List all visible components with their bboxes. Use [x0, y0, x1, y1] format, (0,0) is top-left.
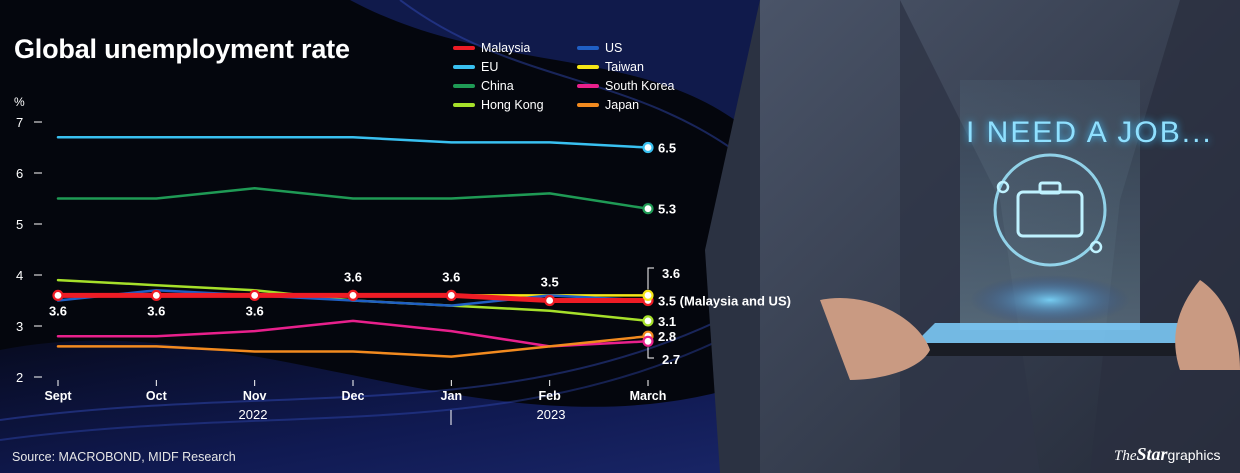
series-line-japan [56, 334, 650, 358]
series-line-china [56, 187, 650, 210]
series-line-eu [56, 136, 650, 149]
end-label-japan: 2.8 [658, 329, 676, 344]
end-label-south-korea: 2.7 [662, 352, 680, 367]
source-note: Source: MACROBOND, MIDF Research [12, 450, 236, 464]
x-tick-label: Sept [44, 389, 72, 403]
x-tick-label: Nov [243, 389, 267, 403]
year-label: 2023 [537, 407, 566, 422]
y-tick-label: 5 [16, 217, 23, 232]
x-tick-label: Jan [441, 389, 463, 403]
brand-star: Star [1136, 444, 1168, 464]
end-label-malaysia-us: 3.5 (Malaysia and US) [658, 294, 791, 309]
legend-item-malaysia: Malaysia [453, 39, 577, 57]
brand-logo: TheStargraphics [1114, 444, 1220, 465]
malaysia-point-label: 3.5 [541, 275, 559, 290]
series-line-south-korea [56, 319, 650, 348]
legend-label: South Korea [605, 79, 675, 93]
end-marker-south-korea [642, 335, 654, 347]
legend: Malaysia US EU Taiwan China South Korea … [453, 39, 707, 114]
x-axis: Sept Oct Nov Dec Jan Feb March 2022 2023 [44, 380, 666, 425]
end-label-hong-kong: 3.1 [658, 314, 676, 329]
sign-text: I NEED A JOB... [966, 116, 1213, 149]
legend-item-hong-kong: Hong Kong [453, 96, 577, 114]
legend-label: Hong Kong [481, 98, 544, 112]
point-marker-malaysia [52, 289, 64, 301]
legend-label: US [605, 41, 623, 55]
brand-the: The [1114, 448, 1137, 464]
legend-item-us: US [577, 39, 707, 57]
data-labels: 3.6 3.6 3.6 3.6 3.6 3.5 6.5 5.3 3.5 (Malaysia an… [49, 141, 791, 368]
legend-label: Malaysia [481, 41, 531, 55]
point-marker-malaysia [347, 289, 359, 301]
point-marker-malaysia [150, 289, 162, 301]
end-label-taiwan: 3.6 [662, 266, 680, 281]
y-tick-label: 4 [16, 268, 23, 283]
y-tick-label: 7 [16, 115, 23, 130]
malaysia-point-label: 3.6 [147, 303, 165, 318]
y-tick-label: 3 [16, 319, 23, 334]
brand-graphics: graphics [1167, 447, 1221, 463]
x-tick-label: Feb [539, 389, 562, 403]
legend-label: Taiwan [605, 60, 644, 74]
legend-label: EU [481, 60, 499, 74]
end-label-eu: 6.5 [658, 141, 676, 156]
y-tick-label: 2 [16, 370, 23, 385]
end-label-china: 5.3 [658, 202, 676, 217]
legend-swatch [577, 103, 599, 107]
chart-title: Global unemployment rate [14, 34, 350, 64]
y-axis: 2 3 4 5 6 7 [16, 115, 42, 385]
end-marker-china [642, 203, 654, 215]
legend-item-taiwan: Taiwan [577, 58, 707, 76]
callout-line-south-korea [647, 347, 654, 359]
x-tick-label: Oct [146, 389, 168, 403]
malaysia-point-label: 3.6 [49, 303, 67, 318]
legend-swatch [453, 65, 475, 69]
legend-swatch [453, 46, 475, 50]
legend-swatch [577, 84, 599, 88]
point-marker-malaysia [445, 289, 457, 301]
end-marker-hong-kong [642, 315, 654, 327]
point-marker-malaysia [249, 289, 261, 301]
legend-item-japan: Japan [577, 96, 707, 114]
point-markers [52, 141, 654, 347]
y-tick-label: 6 [16, 166, 23, 181]
malaysia-point-label: 3.6 [344, 269, 362, 284]
legend-swatch [453, 84, 475, 88]
y-unit-label: % [14, 95, 25, 109]
legend-swatch [453, 103, 475, 107]
legend-swatch [577, 46, 599, 50]
legend-label: Japan [605, 98, 640, 112]
callout-line-taiwan [647, 267, 654, 290]
malaysia-point-label: 3.6 [246, 303, 264, 318]
x-tick-label: March [630, 389, 667, 403]
end-marker-taiwan [642, 289, 654, 301]
x-tick-label: Dec [342, 389, 365, 403]
legend-label: China [481, 79, 514, 93]
legend-item-china: China [453, 77, 577, 95]
year-label: 2022 [239, 407, 268, 422]
malaysia-point-label: 3.6 [442, 269, 460, 284]
legend-swatch [577, 65, 599, 69]
end-marker-eu [642, 141, 654, 154]
legend-item-eu: EU [453, 58, 577, 76]
point-marker-malaysia [544, 294, 556, 307]
legend-item-south-korea: South Korea [577, 77, 707, 95]
series-lines [55, 136, 651, 358]
